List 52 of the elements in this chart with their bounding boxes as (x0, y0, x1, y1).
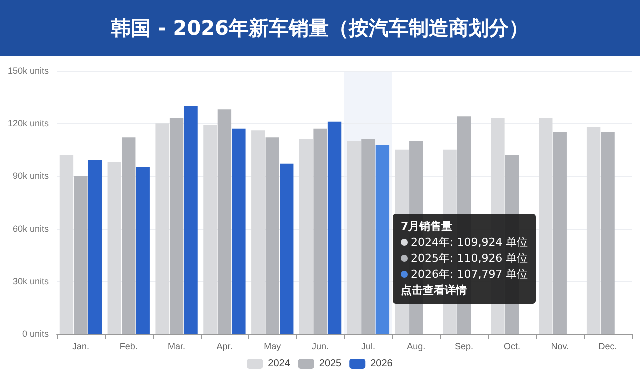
x-tick-label: Dec. (598, 342, 618, 352)
x-tick-label: Sep. (455, 342, 474, 352)
bar (252, 130, 266, 334)
bar (204, 125, 218, 334)
x-tick-label: Aug. (407, 342, 426, 352)
y-tick-label: 90k units (12, 171, 50, 182)
x-tick-label: Oct. (504, 342, 520, 352)
bar (314, 128, 328, 334)
annotation: 7月销售量 (401, 220, 453, 233)
bar (376, 144, 390, 334)
x-tick-label: Apr. (216, 342, 233, 352)
bar (328, 122, 342, 334)
bar (280, 164, 294, 334)
annotation: 2024年: 109,924 单位 (411, 236, 528, 249)
bar (539, 118, 553, 334)
y-tick-label: 60k units (12, 224, 50, 234)
chart-title: 韩国 - 2026年新车销量（按汽车制造商划分） (0, 0, 640, 56)
bar (299, 139, 314, 334)
bar (156, 124, 170, 334)
bar (601, 132, 615, 334)
y-tick-label: 0 units (22, 329, 50, 339)
x-tick-label: Jan. (72, 342, 90, 352)
bar (122, 138, 136, 334)
bar (136, 167, 150, 334)
bar (362, 140, 376, 334)
bar (586, 127, 601, 334)
y-tick-label: 120k units (8, 118, 50, 129)
bar (553, 132, 567, 334)
x-tick-label: Mar. (168, 342, 186, 352)
legend-label: 2026 (370, 358, 394, 370)
bar (60, 155, 74, 334)
x-tick-label: Jul. (361, 342, 376, 352)
annotation: 2025年: 110,926 单位 (411, 252, 528, 265)
bar (232, 128, 246, 334)
legend-label: 2025 (319, 358, 342, 370)
bar (108, 162, 122, 334)
bar (218, 110, 232, 334)
bar (74, 176, 88, 334)
bar (88, 160, 102, 334)
bar (170, 118, 184, 334)
annotation: 2026年: 107,797 单位 (411, 268, 528, 281)
x-tick-label: Feb. (120, 342, 138, 352)
annotation: 点击查看详情 (401, 284, 467, 297)
legend-label: 2024 (268, 358, 291, 370)
bar (347, 141, 362, 334)
y-tick-label: 150k units (8, 66, 50, 76)
bar (266, 138, 280, 334)
bar (184, 106, 198, 334)
x-tick-label: May (264, 342, 282, 352)
x-tick-label: Nov. (551, 342, 570, 352)
y-tick-label: 30k units (12, 276, 50, 286)
x-tick-label: Jun. (312, 342, 330, 352)
